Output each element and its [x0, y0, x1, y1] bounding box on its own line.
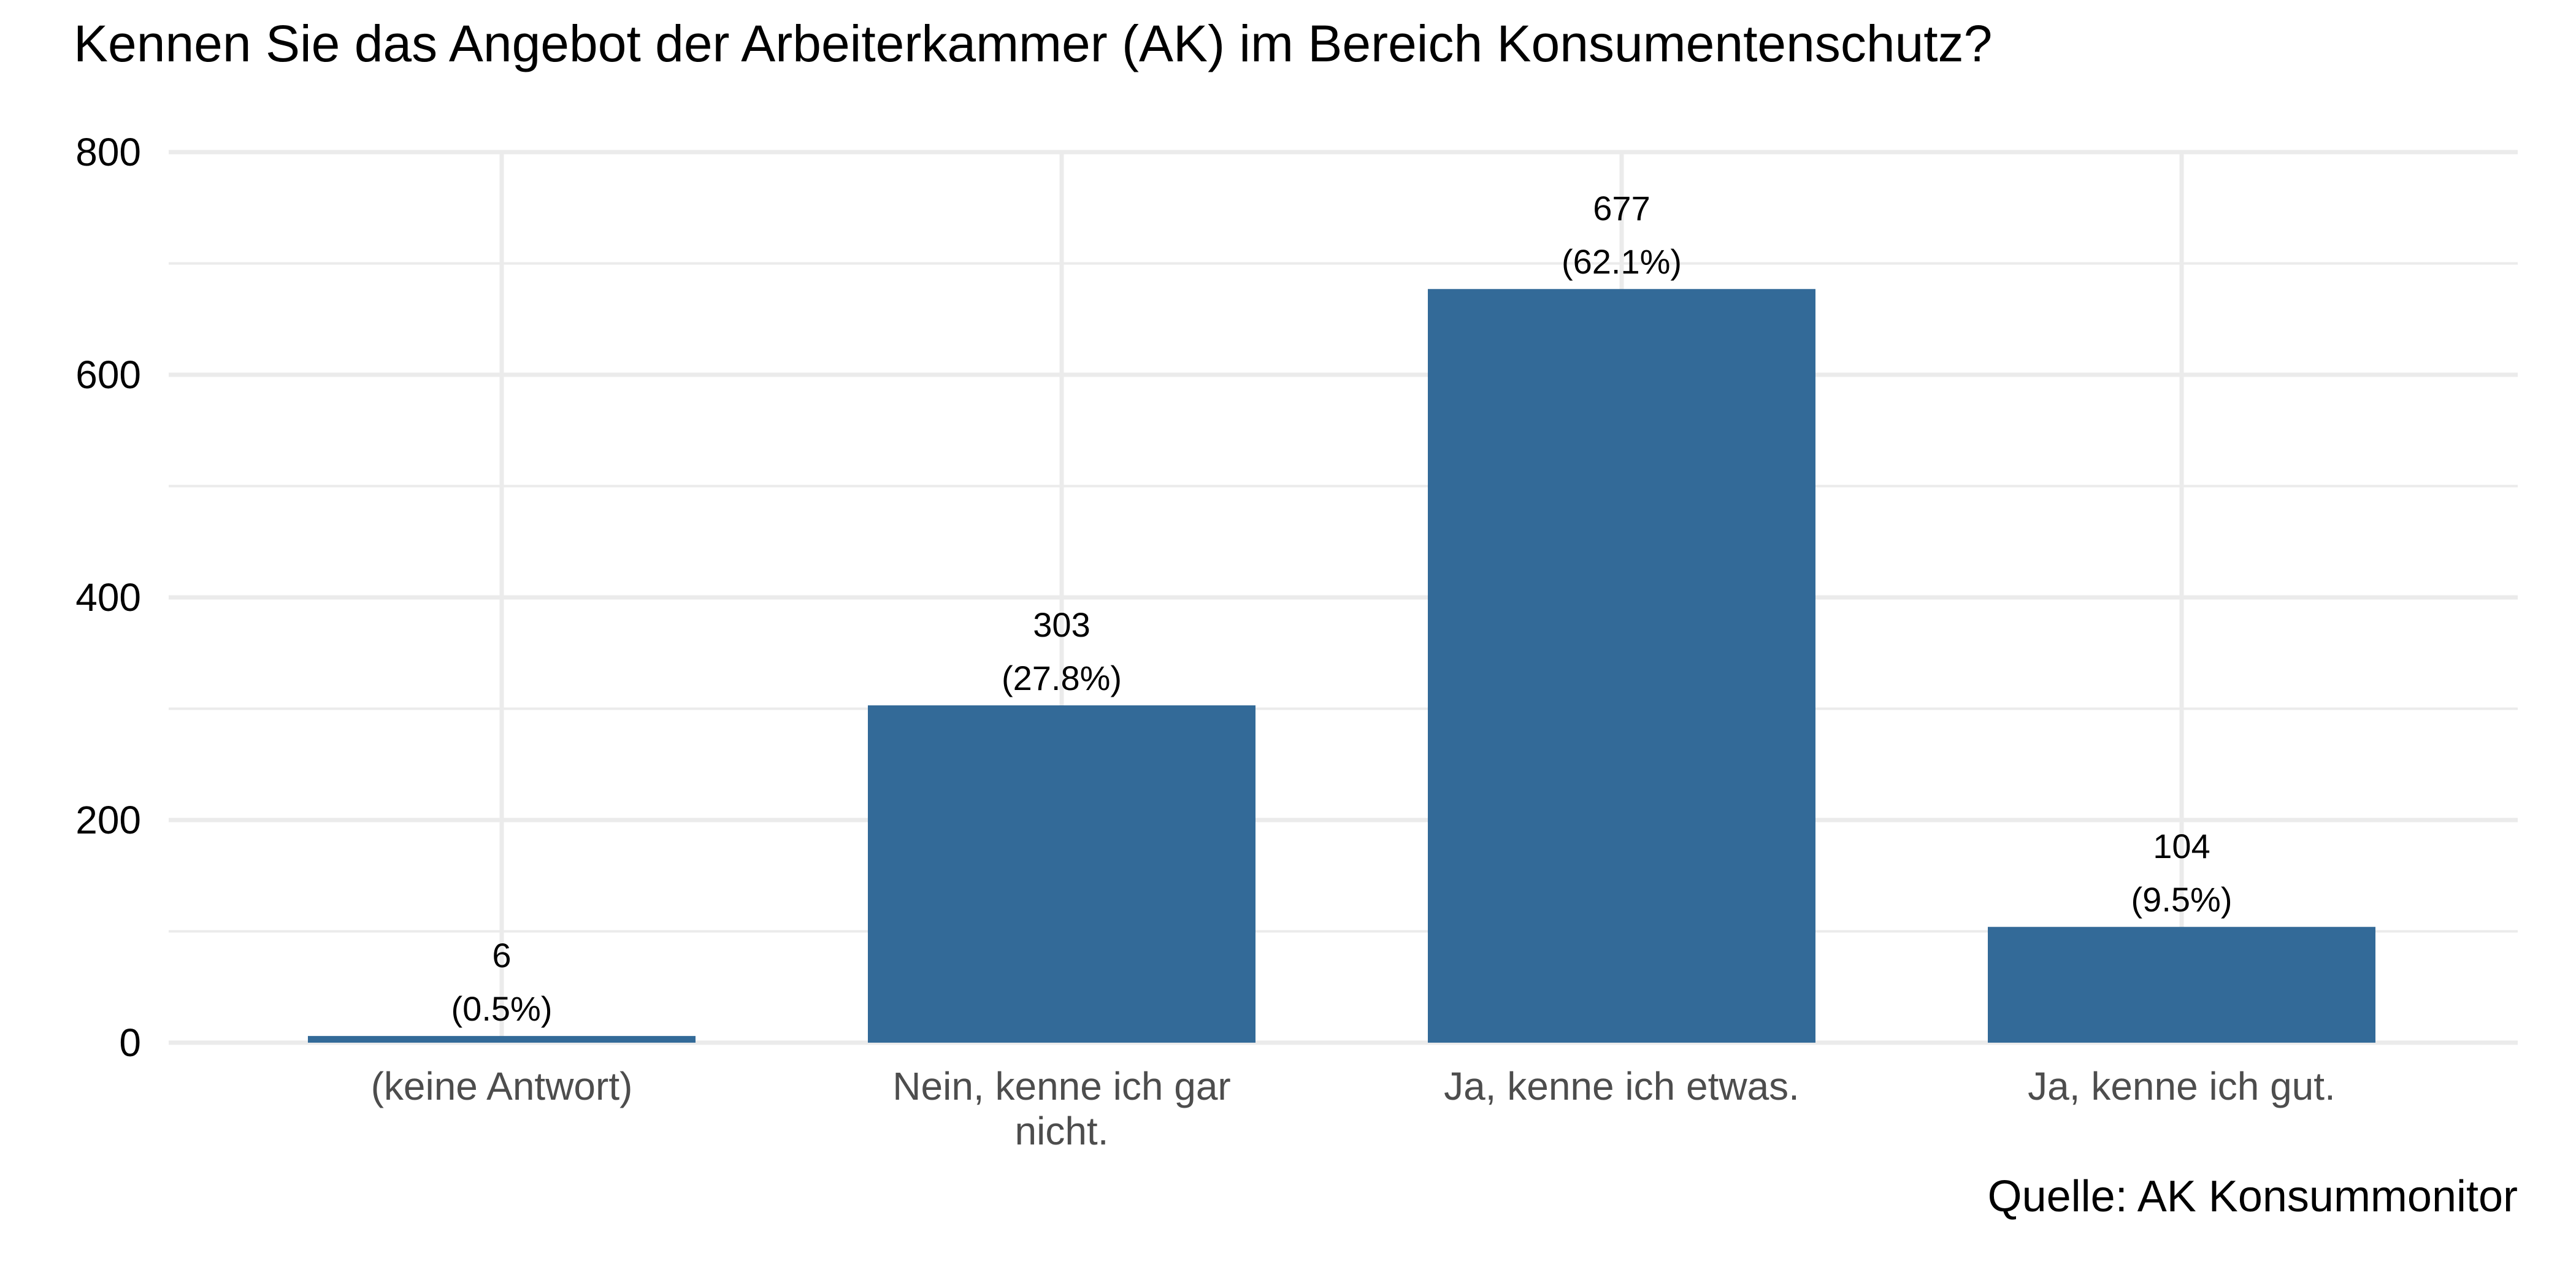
y-tick-label: 400 [75, 575, 141, 619]
bar-percent-label: (0.5%) [451, 989, 553, 1028]
x-tick-label: Ja, kenne ich gut. [2028, 1064, 2336, 1108]
bar-value-label: 104 [2153, 827, 2210, 865]
bar [1428, 289, 1815, 1043]
bar-percent-label: (62.1%) [1562, 242, 1682, 281]
bar [868, 705, 1255, 1043]
bar-percent-label: (27.8%) [1002, 659, 1122, 697]
bar-value-label: 303 [1033, 605, 1090, 644]
x-tick-label: nicht. [1015, 1109, 1109, 1153]
bar-value-label: 6 [492, 936, 511, 975]
y-tick-label: 0 [119, 1021, 141, 1065]
bars [308, 289, 2375, 1043]
y-tick-label: 800 [75, 130, 141, 174]
y-axis-ticks: 0 200 400 600 800 [75, 130, 141, 1065]
bar-percent-label: (9.5%) [2131, 880, 2233, 919]
bar [1988, 927, 2375, 1043]
x-tick-label: Ja, kenne ich etwas. [1444, 1064, 1800, 1108]
bar [308, 1036, 696, 1043]
y-tick-label: 600 [75, 353, 141, 397]
chart-title: Kennen Sie das Angebot der Arbeiterkamme… [74, 15, 1992, 72]
y-tick-label: 200 [75, 798, 141, 842]
chart-caption: Quelle: AK Konsummonitor [1988, 1172, 2518, 1221]
bar-value-label: 677 [1593, 189, 1650, 228]
data-labels: 6 (0.5%) 303 (27.8%) 677 (62.1%) 104 (9.5%) [451, 189, 2233, 1028]
x-tick-label: (keine Antwort) [371, 1064, 633, 1108]
x-tick-label: Nein, kenne ich gar [892, 1064, 1230, 1108]
x-axis-ticks: (keine Antwort) Nein, kenne ich garnicht.… [371, 1064, 2336, 1153]
